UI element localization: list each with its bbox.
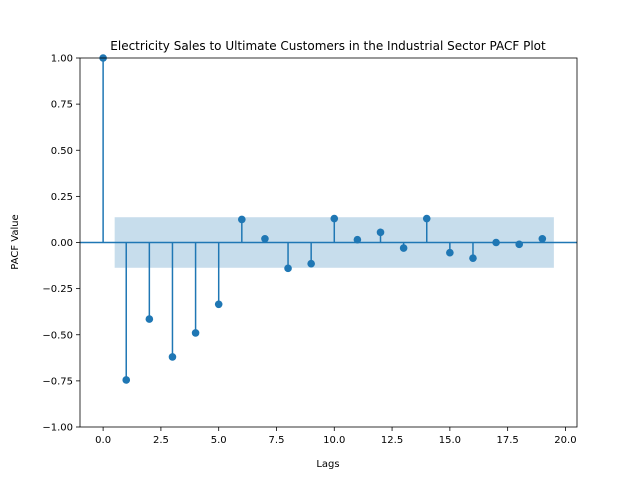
y-tick-label: 1.00 (51, 54, 73, 65)
y-axis-title: PACF Value (10, 214, 21, 269)
data-point (446, 248, 454, 257)
data-point (284, 264, 292, 273)
y-tick-label: −1.00 (42, 423, 73, 434)
y-tick-label: 0.00 (51, 238, 73, 249)
data-point (515, 240, 524, 249)
y-tick-label: 0.75 (51, 100, 73, 111)
x-tick-label: 17.5 (497, 435, 519, 446)
data-point (307, 259, 315, 268)
data-point (191, 329, 200, 337)
y-tick-label: 0.25 (51, 192, 73, 203)
data-point (492, 238, 500, 247)
x-tick-label: 2.5 (153, 435, 169, 446)
x-axis-title: Lags (316, 459, 339, 470)
data-point (353, 235, 362, 244)
chart-title: Electricity Sales to Ultimate Customers … (110, 39, 546, 53)
data-point (168, 353, 177, 361)
data-point (238, 215, 246, 224)
plot-area: 0.0 2.5 5.0 7.5 10.0 12.5 15.0 17.5 20.0 −1.00 −0.… (42, 54, 578, 446)
x-tick-label: 5.0 (211, 435, 227, 446)
data-point (145, 315, 154, 323)
x-tick-label: 20.0 (554, 435, 576, 446)
x-tick-label: 15.0 (439, 435, 461, 446)
y-tick-label: −0.50 (42, 330, 73, 341)
data-point (538, 235, 547, 243)
data-point (399, 244, 408, 252)
data-point (469, 254, 477, 262)
data-point (122, 376, 131, 384)
x-tick-label: 7.5 (269, 435, 285, 446)
data-point (261, 235, 269, 243)
x-tick-label: 10.0 (323, 435, 345, 446)
x-tick-label: 0.0 (95, 435, 111, 446)
data-point (214, 300, 223, 309)
x-tick-label: 12.5 (381, 435, 403, 446)
y-tick-label: 0.50 (51, 146, 73, 157)
data-point (422, 214, 431, 223)
y-tick-label: −0.25 (42, 284, 73, 295)
data-point (376, 228, 385, 237)
data-point (330, 214, 339, 223)
y-tick-label: −0.75 (42, 376, 73, 387)
